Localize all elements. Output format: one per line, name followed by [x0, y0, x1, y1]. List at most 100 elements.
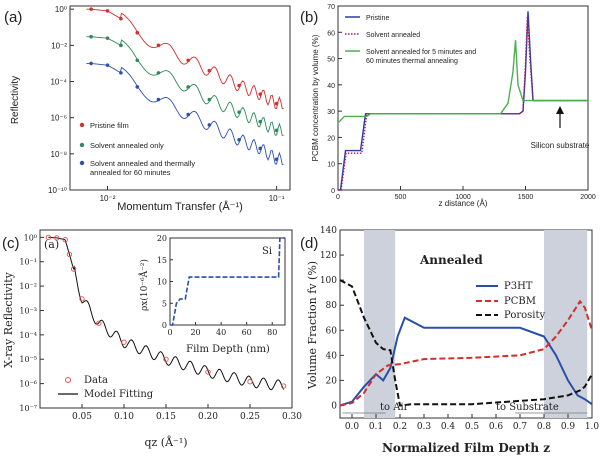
panel-c-data-point [280, 383, 287, 389]
panel-b-arrowhead [556, 106, 564, 114]
panel-c-data-point [121, 339, 127, 345]
panel-a-legend-label: Solvent annealed and thermally annealed f… [90, 159, 195, 177]
panel-a-point [237, 137, 241, 142]
panel-d-xtick-label: 0.6 [489, 422, 504, 432]
panel-a-legend-marker [79, 160, 85, 166]
panel-a-point [135, 58, 140, 63]
panel-a-point [258, 119, 263, 124]
panel-c-xlabel: qz (Å⁻¹) [144, 435, 187, 449]
panel-a-point [237, 83, 241, 88]
panel-b-xtick-label: 2000 [580, 194, 596, 201]
panel-d-xtick-label: 1.0 [585, 422, 600, 432]
panel-c-inset-xtick-label: 40 [216, 328, 226, 337]
panel-a-point [258, 146, 263, 151]
panel-c-fit-line [48, 236, 285, 391]
panel-c-legend-label: Model Fitting [84, 389, 154, 400]
panel-d-letter: (d) [300, 235, 318, 252]
panel-c-data-point [45, 234, 52, 240]
panel-c-data-point [205, 369, 211, 375]
panel-c-inset-ytick-label: 5 [162, 299, 167, 308]
panel-c-inset-xtick-label: 20 [190, 328, 200, 337]
panel-a-point [105, 36, 110, 40]
panel-d-xlabel: Normalized Film Depth z [382, 441, 550, 455]
panel-c-inset-xtick-label: 80 [267, 328, 277, 337]
panel-b-series-line [338, 16, 588, 191]
panel-c-data-point [163, 356, 169, 362]
panel-c-ytick-label: 10⁻⁷ [19, 404, 37, 413]
panel-d-xtick-label: 0.9 [561, 422, 576, 432]
panel-a-point [258, 92, 263, 96]
panel-d-left-label: to Air [380, 402, 409, 413]
panel-c-xtick-label: 0.25 [240, 412, 260, 422]
panel-d-xtick-label: 0.5 [465, 422, 480, 432]
panel-c-ytick-label: 10⁻² [19, 282, 37, 291]
panel-d-xtick-label: 0.4 [441, 422, 456, 432]
panel-c-data-point [70, 266, 77, 272]
panel-c-inset-annotation: Si [262, 246, 272, 257]
panel-b-xlabel: z distance (Å) [439, 199, 488, 208]
panel-c-data-point [96, 320, 102, 326]
panel-a-point [135, 85, 140, 89]
panel-b-ytick-label: 30 [327, 109, 335, 116]
panel-c-data-point [66, 251, 73, 258]
panel-b-ytick-label: 70 [327, 4, 335, 11]
panel-c-ytick-label: 10⁻⁵ [19, 355, 37, 364]
panel-a-point [156, 43, 161, 48]
panel-c-ytick-label: 10⁰ [24, 233, 37, 242]
panel-a-point [186, 112, 190, 117]
panel-c-inset-xlabel: Film Depth (nm) [186, 344, 270, 355]
panel-d-ylabel: Volume Fraction fv (%) [306, 261, 319, 390]
panel-d-ytick-label: 120 [320, 251, 337, 261]
panel-a-ytick-label: 10⁰ [55, 5, 67, 14]
panel-d-series-line [339, 299, 593, 407]
panel-c-ylabel: X-ray Reflectivity [2, 271, 15, 368]
panel-a-point [274, 101, 279, 106]
panel-d-xtick-label: 0.7 [513, 422, 528, 432]
panel-a-point [119, 43, 123, 48]
panel-d-legend-label: Porosity [504, 310, 545, 321]
panel-c-inset-ytick-label: 20 [157, 234, 167, 243]
panel-c-ytick-label: 10⁻⁶ [19, 380, 37, 389]
panel-d-series-line [339, 279, 593, 407]
panel-a-legend-label: Pristine film [90, 121, 129, 130]
panel-b-xtick-label: 500 [395, 194, 407, 201]
panel-c-xtick-label: 0.20 [198, 412, 218, 422]
panel-c-ytick-label: 10⁻¹ [19, 258, 37, 267]
panel-b-ylabel: PCBM concentration by volume (%) [311, 34, 320, 161]
panel-c-inner-letter: (a) [44, 238, 59, 251]
panel-b-xtick-label: 1500 [518, 194, 534, 201]
panel-a-point [207, 97, 212, 102]
panel-d-ytick-label: 20 [326, 376, 338, 386]
panel-a-ylabel: Reflectivity [10, 76, 21, 124]
panel-b-annotation: Silicon substrate [531, 141, 590, 150]
panel-a-legend-marker [79, 122, 85, 128]
panel-c-xtick-label: 0.15 [156, 412, 176, 422]
panel-d-xtick-label: 0.1 [369, 422, 383, 432]
panel-a-point [119, 16, 123, 21]
panel-b-ytick-label: 60 [327, 30, 335, 37]
panel-c-data-point [54, 235, 60, 241]
panel-a-point [156, 71, 161, 75]
panel-a-point [89, 61, 93, 66]
panel-b-series-line [338, 40, 588, 123]
panel-a-letter: (a) [4, 9, 22, 26]
panel-c-inset-xtick-label: 60 [242, 328, 252, 337]
panel-c-xtick-label: 0.30 [282, 412, 302, 422]
panel-a-ytick-label: 10⁻² [51, 41, 67, 50]
panel-c-inset-ytick-label: 15 [157, 256, 167, 265]
panel-d-ytick-label: 100 [320, 276, 337, 286]
panel-a-point [186, 85, 190, 89]
panel-a-xtick-label: 10⁻¹ [269, 194, 285, 203]
panel-b-ytick-label: 0 [331, 188, 335, 195]
panel-c-letter: (c) [2, 235, 20, 252]
panel-c-ytick-label: 10⁻³ [19, 306, 37, 315]
panel-c-inset-ylabel: ρx(10⁻⁶Å⁻²) [138, 259, 150, 311]
panel-d-ytick-label: 0 [331, 401, 337, 411]
panel-b-ytick-label: 40 [327, 83, 335, 90]
panel-d-xtick-label: 0.3 [417, 422, 432, 432]
panel-a-legend-marker [79, 142, 85, 148]
panel-a-point [105, 9, 110, 13]
panel-a-ytick-label: 10⁻¹⁰ [48, 186, 67, 195]
panel-a-series-line [86, 62, 284, 165]
